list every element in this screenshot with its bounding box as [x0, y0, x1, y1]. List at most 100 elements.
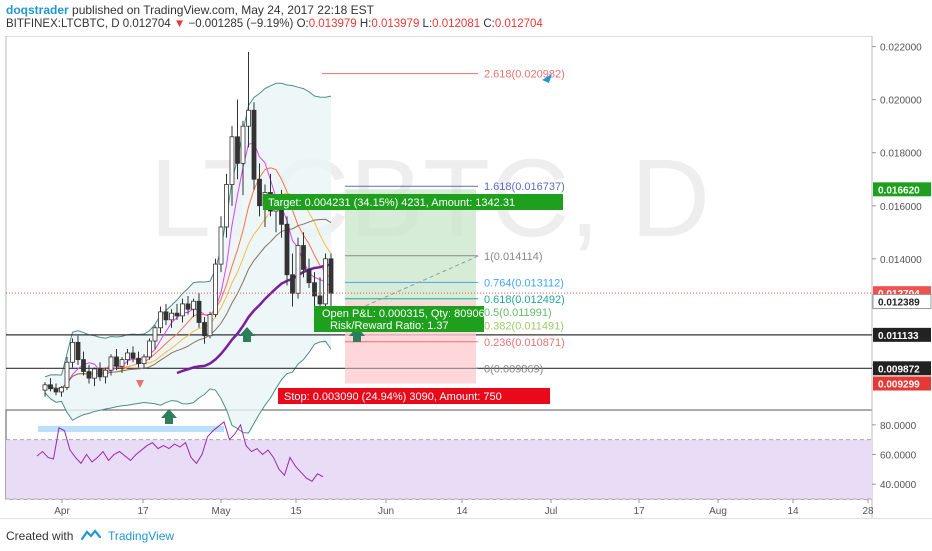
- candle-0: [42, 382, 48, 397]
- stop-label-bg: [278, 388, 550, 404]
- last-price: 0.012704: [122, 18, 171, 30]
- candle-37: [246, 51, 251, 148]
- rsi-band: [6, 439, 872, 499]
- candle-body-39: [257, 178, 262, 207]
- candle-body-15: [125, 352, 130, 361]
- candle-body-3: [59, 387, 64, 393]
- candle-body-6: [75, 341, 81, 361]
- candle-38: [251, 102, 257, 190]
- candle-body-34: [229, 136, 235, 185]
- down-marker-icon: [136, 380, 144, 388]
- pnl-label-bg: [314, 306, 484, 332]
- candle-body-33: [224, 184, 229, 228]
- candle-7: [81, 351, 86, 376]
- up-arrow-icon-1: [239, 327, 255, 342]
- x-tick-label-10: 28: [862, 506, 874, 517]
- candle-body-19: [147, 340, 152, 358]
- candle-24: [174, 303, 180, 320]
- candle-body-35: [235, 136, 240, 164]
- x-tick-label-2: May: [212, 506, 231, 517]
- candle-body-4: [64, 361, 70, 388]
- candle-8: [86, 364, 92, 384]
- fib-label-7: 0.236(0.010871): [484, 337, 565, 349]
- price-tag-4: 0.009872: [873, 361, 931, 376]
- symbol-label: BITFINEX:LTCBTC, D: [6, 18, 120, 30]
- candle-body-16: [130, 352, 136, 359]
- candle-23: [169, 309, 174, 328]
- candle-16: [130, 346, 136, 363]
- x-tick-label-3: 15: [290, 506, 302, 517]
- ma-line-long: [176, 263, 332, 375]
- candle-body-8: [86, 371, 92, 379]
- candle-body-24: [174, 312, 180, 317]
- candle-48: [306, 258, 312, 288]
- candle-body-5: [70, 341, 75, 363]
- y-tick-label-0: 0.022000: [880, 43, 922, 54]
- rsi-tick-label-1: 60.0000: [880, 451, 917, 462]
- candle-15: [125, 348, 130, 365]
- fib-label-0: 2.618(0.020982): [484, 69, 565, 81]
- fib-label-5: 0.5(0.011991): [484, 307, 552, 319]
- candle-25: [180, 298, 185, 323]
- x-tick-label-1: 17: [137, 506, 149, 517]
- candle-10: [97, 362, 103, 381]
- y-tick-label-3: 0.016000: [880, 202, 922, 213]
- x-tick-label-5: 14: [456, 506, 468, 517]
- candle-body-0: [42, 384, 48, 391]
- candle-body-44: [284, 223, 290, 276]
- target-label-box: Target: 0.004231 (34.15%) 4231, Amount: …: [263, 194, 563, 210]
- y-tick-label-1: 0.020000: [880, 96, 922, 107]
- candle-body-29: [202, 322, 207, 337]
- pnl-label-box: Open P&L: 0.000315, Qty: 80906Risk/Rewar…: [314, 306, 485, 332]
- tradingview-brand[interactable]: TradingView: [108, 529, 175, 543]
- price-chart[interactable]: LTCBTC, D2.618(0.020982)1.618(0.016737)1…: [0, 36, 932, 518]
- tradingview-logo-icon[interactable]: [80, 528, 102, 542]
- candle-9: [92, 367, 97, 387]
- candle-19: [147, 338, 152, 360]
- open-label: O:: [296, 18, 309, 30]
- candle-body-28: [196, 300, 202, 323]
- candle-33: [224, 173, 229, 238]
- candle-18: [141, 354, 147, 369]
- x-tick-label-7: 17: [633, 506, 645, 517]
- candle-body-7: [81, 359, 86, 372]
- high-value: 0.013979: [371, 18, 420, 30]
- candle-5: [70, 338, 75, 368]
- candle-6: [75, 335, 81, 365]
- candle-11: [103, 367, 108, 384]
- candle-body-9: [92, 368, 97, 379]
- candle-1: [48, 378, 53, 392]
- down-arrow-icon: ▼: [173, 18, 186, 30]
- candle-body-38: [251, 109, 257, 180]
- author-link[interactable]: doqstrader: [6, 3, 69, 17]
- price-tag-text-2: 0.012389: [878, 298, 920, 309]
- rsi-tick-label-0: 80.0000: [880, 421, 917, 432]
- candle-44: [284, 216, 290, 286]
- x-tick-label-6: Jul: [545, 506, 558, 517]
- candle-body-49: [312, 282, 317, 297]
- price-tag-0: 0.016620: [873, 182, 931, 197]
- candle-body-48: [306, 269, 312, 284]
- candle-body-45: [290, 274, 295, 294]
- candle-body-13: [114, 356, 119, 367]
- candle-20: [152, 325, 158, 349]
- candle-22: [163, 303, 169, 326]
- candle-body-30: [207, 314, 213, 337]
- pnl-label-text: Open P&L: 0.000315, Qty: 80906: [322, 308, 485, 320]
- candle-49: [312, 272, 317, 307]
- candle-21: [158, 306, 163, 334]
- up-arrow-icon-2: [349, 327, 365, 342]
- rr-label-text: Risk/Reward Ratio: 1.37: [330, 320, 449, 332]
- fib-label-4: 0.618(0.012492): [484, 294, 565, 306]
- publish-line: doqstrader published on TradingView.com,…: [6, 3, 374, 17]
- candle-body-22: [163, 311, 169, 321]
- candle-body-17: [136, 357, 141, 364]
- candle-14: [119, 356, 125, 373]
- chart-header: doqstrader published on TradingView.com,…: [0, 0, 932, 36]
- candle-body-18: [141, 356, 147, 364]
- low-value: 0.012081: [432, 18, 481, 30]
- fib-label-3: 0.764(0.013112): [484, 277, 564, 289]
- candle-body-37: [246, 109, 251, 127]
- fib-label-6: 0.382(0.011491): [484, 320, 564, 332]
- candle-body-23: [169, 312, 174, 321]
